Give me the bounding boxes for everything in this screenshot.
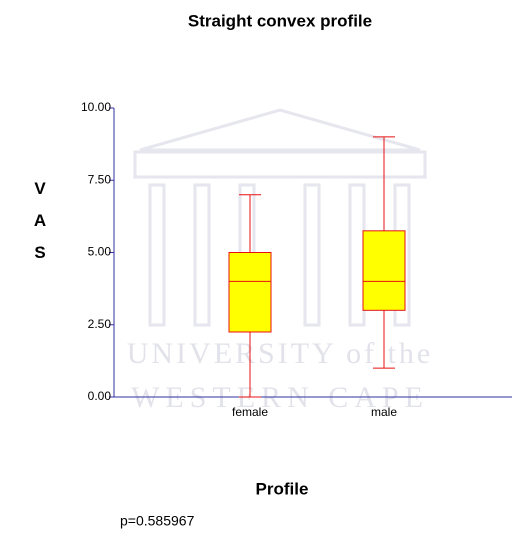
box <box>363 231 405 310</box>
watermark-pediment <box>140 110 420 150</box>
y-tick-label: 5.00 <box>88 245 112 259</box>
y-tick-label: 2.50 <box>88 317 112 331</box>
p-value: p=0.585967 <box>120 513 195 529</box>
chart-title: Straight convex profile <box>188 11 372 30</box>
box <box>229 253 271 332</box>
watermark-line1: UNIVERSITY of the <box>127 337 434 370</box>
x-axis-label: Profile <box>256 479 309 498</box>
y-tick-label: 10.00 <box>81 100 111 114</box>
x-tick-label: male <box>371 405 397 419</box>
x-tick-label: female <box>232 405 268 419</box>
chart: UNIVERSITY of the WESTERN CAPE Straight … <box>0 0 512 542</box>
watermark-frieze <box>135 152 425 177</box>
y-tick-label: 0.00 <box>88 389 112 403</box>
y-tick-label: 7.50 <box>88 172 112 186</box>
